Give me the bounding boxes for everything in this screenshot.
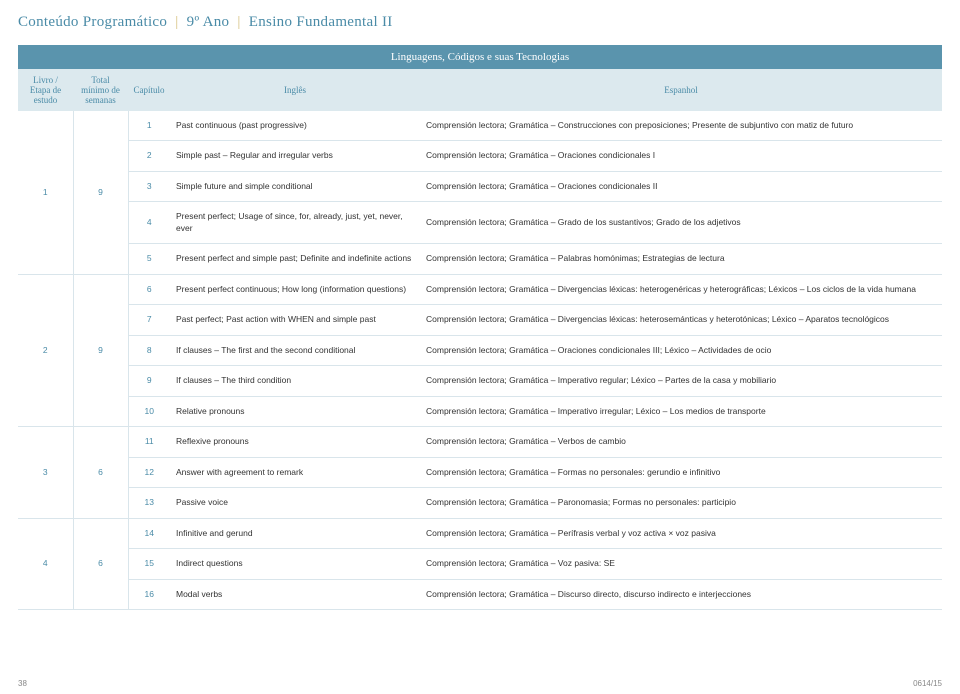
capitulo-cell: 16 [128,579,170,609]
ingles-cell: Simple past – Regular and irregular verb… [170,141,420,171]
capitulo-cell: 10 [128,396,170,426]
table-row: 3611Reflexive pronounsComprensión lector… [18,427,942,457]
table-row: 4614Infinitive and gerundComprensión lec… [18,518,942,548]
table-row: 9If clauses – The third conditionCompren… [18,366,942,396]
table-row: 2Simple past – Regular and irregular ver… [18,141,942,171]
ingles-cell: If clauses – The third condition [170,366,420,396]
capitulo-cell: 12 [128,457,170,487]
title-a: Conteúdo Programático [18,14,167,30]
capitulo-cell: 3 [128,171,170,201]
capitulo-cell: 13 [128,488,170,518]
espanhol-cell: Comprensión lectora; Gramática – Verbos … [420,427,942,457]
table-row: 12Answer with agreement to remarkCompren… [18,457,942,487]
semanas-cell: 6 [73,427,128,518]
table-row: 10Relative pronounsComprensión lectora; … [18,396,942,426]
capitulo-cell: 9 [128,366,170,396]
col-livro: Livro / Etapa de estudo [18,69,73,111]
livro-cell: 4 [18,518,73,609]
espanhol-cell: Comprensión lectora; Gramática – Oracion… [420,171,942,201]
espanhol-cell: Comprensión lectora; Gramática – Constru… [420,111,942,141]
capitulo-cell: 11 [128,427,170,457]
livro-cell: 2 [18,274,73,426]
capitulo-cell: 2 [128,141,170,171]
espanhol-cell: Comprensión lectora; Gramática – Imperat… [420,366,942,396]
espanhol-cell: Comprensión lectora; Gramática – Imperat… [420,396,942,426]
espanhol-cell: Comprensión lectora; Gramática – Discurs… [420,579,942,609]
ingles-cell: Modal verbs [170,579,420,609]
ingles-cell: Answer with agreement to remark [170,457,420,487]
ingles-cell: Past continuous (past progressive) [170,111,420,141]
semanas-cell: 6 [73,518,128,609]
table-row: 16Modal verbsComprensión lectora; Gramát… [18,579,942,609]
capitulo-cell: 15 [128,549,170,579]
espanhol-cell: Comprensión lectora; Gramática – Diverge… [420,305,942,335]
ingles-cell: Present perfect; Usage of since, for, al… [170,202,420,244]
table-row: 191Past continuous (past progressive)Com… [18,111,942,141]
espanhol-cell: Comprensión lectora; Gramática – Paronom… [420,488,942,518]
capitulo-cell: 8 [128,335,170,365]
ingles-cell: Indirect questions [170,549,420,579]
doc-code: 0614/15 [913,679,942,688]
title-sep-2: | [237,14,240,30]
semanas-cell: 9 [73,274,128,426]
curriculum-table: Linguagens, Códigos e suas Tecnologias L… [18,45,942,610]
section-title: Linguagens, Códigos e suas Tecnologias [18,45,942,69]
livro-cell: 3 [18,427,73,518]
title-c: Ensino Fundamental II [249,14,393,30]
ingles-cell: Present perfect continuous; How long (in… [170,274,420,304]
column-header-row: Livro / Etapa de estudo Total mínimo de … [18,69,942,111]
espanhol-cell: Comprensión lectora; Gramática – Palabra… [420,244,942,274]
table-row: 4Present perfect; Usage of since, for, a… [18,202,942,244]
ingles-cell: Simple future and simple conditional [170,171,420,201]
col-capitulo: Capítulo [128,69,170,111]
ingles-cell: Past perfect; Past action with WHEN and … [170,305,420,335]
table-row: 296Present perfect continuous; How long … [18,274,942,304]
table-row: 3Simple future and simple conditionalCom… [18,171,942,201]
col-espanhol: Espanhol [420,69,942,111]
title-b: 9º Ano [187,14,230,30]
ingles-cell: Relative pronouns [170,396,420,426]
espanhol-cell: Comprensión lectora; Gramática – Voz pas… [420,549,942,579]
espanhol-cell: Comprensión lectora; Gramática – Formas … [420,457,942,487]
ingles-cell: Present perfect and simple past; Definit… [170,244,420,274]
ingles-cell: Passive voice [170,488,420,518]
capitulo-cell: 4 [128,202,170,244]
capitulo-cell: 6 [128,274,170,304]
section-header-row: Linguagens, Códigos e suas Tecnologias [18,45,942,69]
table-row: 15Indirect questionsComprensión lectora;… [18,549,942,579]
capitulo-cell: 7 [128,305,170,335]
title-sep-1: | [175,14,178,30]
capitulo-cell: 5 [128,244,170,274]
livro-cell: 1 [18,111,73,274]
capitulo-cell: 14 [128,518,170,548]
page-number: 38 [18,679,27,688]
espanhol-cell: Comprensión lectora; Gramática – Diverge… [420,274,942,304]
espanhol-cell: Comprensión lectora; Gramática – Grado d… [420,202,942,244]
ingles-cell: Infinitive and gerund [170,518,420,548]
capitulo-cell: 1 [128,111,170,141]
page-title: Conteúdo Programático | 9º Ano | Ensino … [18,14,942,31]
col-total: Total mínimo de semanas [73,69,128,111]
table-row: 13Passive voiceComprensión lectora; Gram… [18,488,942,518]
table-row: 8If clauses – The first and the second c… [18,335,942,365]
col-ingles: Inglês [170,69,420,111]
ingles-cell: Reflexive pronouns [170,427,420,457]
espanhol-cell: Comprensión lectora; Gramática – Perífra… [420,518,942,548]
semanas-cell: 9 [73,111,128,274]
table-row: 7Past perfect; Past action with WHEN and… [18,305,942,335]
table-row: 5Present perfect and simple past; Defini… [18,244,942,274]
espanhol-cell: Comprensión lectora; Gramática – Oracion… [420,335,942,365]
espanhol-cell: Comprensión lectora; Gramática – Oracion… [420,141,942,171]
ingles-cell: If clauses – The first and the second co… [170,335,420,365]
page-footer: 38 0614/15 [18,679,942,688]
